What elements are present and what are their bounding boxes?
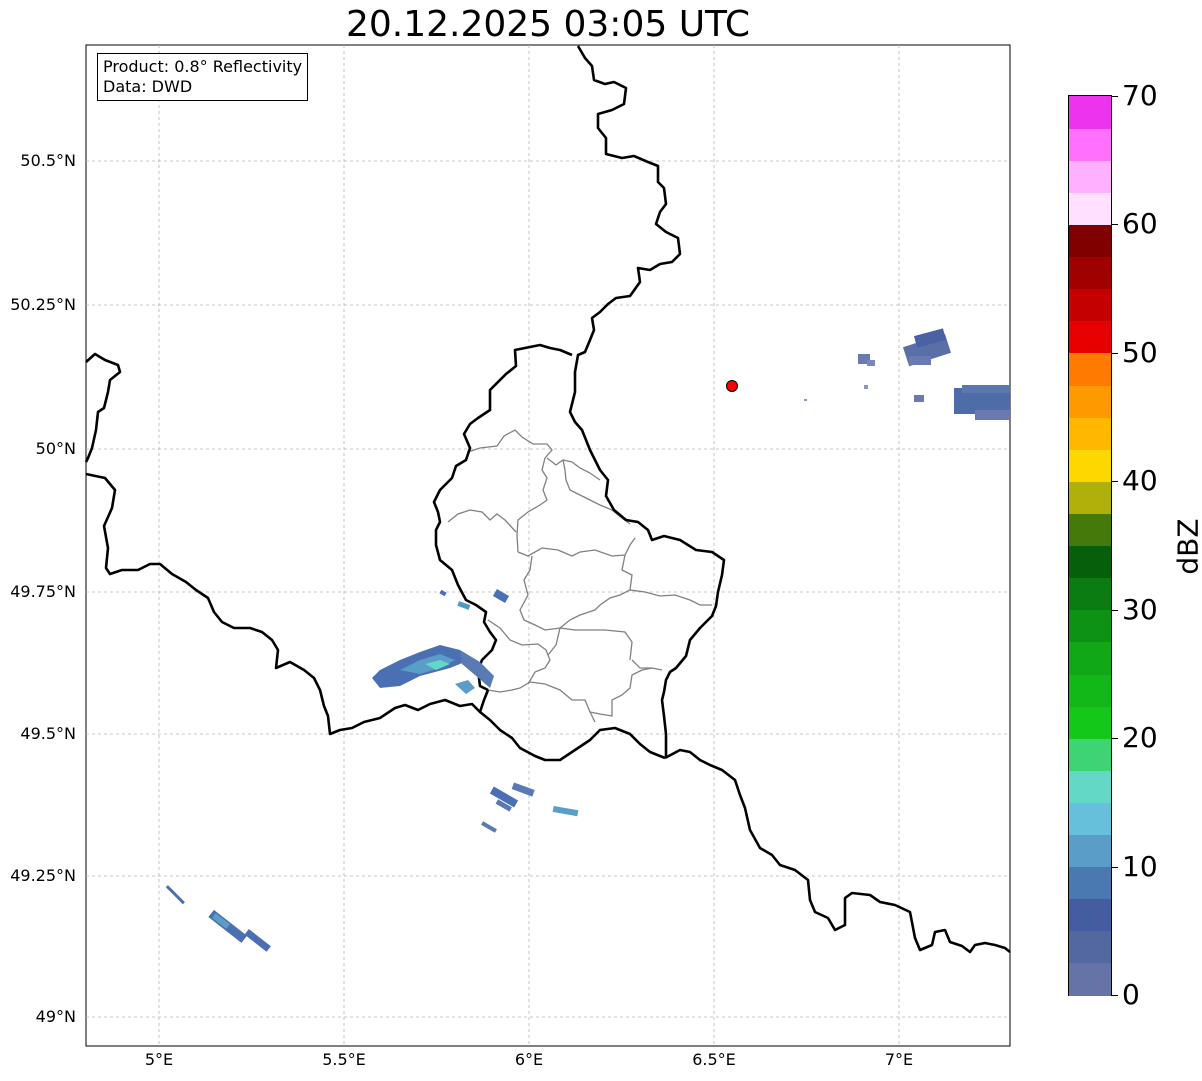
colorbar-segment bbox=[1069, 673, 1111, 707]
border-luxembourg-belgium-west bbox=[432, 343, 573, 692]
colorbar-segment bbox=[1069, 192, 1111, 226]
colorbar-tick-label: 50 bbox=[1122, 335, 1158, 369]
colorbar-segment bbox=[1069, 866, 1111, 900]
echo-cluster-southwest bbox=[165, 885, 271, 952]
lat-label-49.25: 49.25°N bbox=[10, 866, 76, 885]
colorbar-segment bbox=[1069, 96, 1111, 129]
colorbar-segment bbox=[1069, 770, 1111, 803]
border-luxembourg-france bbox=[478, 689, 666, 762]
info-box: Product: 0.8° Reflectivity Data: DWD bbox=[97, 53, 309, 101]
radar-echoes bbox=[165, 328, 1010, 952]
lon-label-6.5: 6.5°E bbox=[692, 1050, 736, 1069]
lon-label-6: 6°E bbox=[514, 1050, 544, 1069]
echo-cluster-northeast bbox=[804, 328, 1010, 420]
info-data-source: Data: DWD bbox=[103, 77, 193, 96]
colorbar-segment bbox=[1069, 128, 1111, 161]
colorbar-segment bbox=[1069, 738, 1111, 771]
lon-label-5: 5°E bbox=[144, 1050, 174, 1069]
colorbar-segment bbox=[1069, 481, 1111, 514]
border-belgium-france bbox=[85, 472, 481, 736]
lat-label-49.5: 49.5°N bbox=[20, 724, 76, 743]
echo-cluster-luxembourg bbox=[372, 589, 510, 694]
colorbar-segment bbox=[1069, 898, 1111, 932]
colorbar-tick-label: 30 bbox=[1122, 592, 1158, 626]
colorbar-tick-label: 40 bbox=[1122, 464, 1158, 498]
map-title: 20.12.2025 03:05 UTC bbox=[345, 4, 751, 45]
lat-label-49: 49°N bbox=[35, 1007, 76, 1026]
map-frame bbox=[85, 44, 1011, 1047]
lon-label-7: 7°E bbox=[884, 1050, 914, 1069]
colorbar-tick-label: 0 bbox=[1122, 978, 1140, 1011]
colorbar-segment bbox=[1069, 352, 1111, 386]
lat-label-49.75: 49.75°N bbox=[10, 582, 76, 601]
colorbar-unit-label: dBZ bbox=[1171, 518, 1202, 575]
colorbar-segment bbox=[1069, 802, 1111, 836]
colorbar-tick bbox=[1112, 995, 1118, 996]
colorbar-tick bbox=[1112, 352, 1118, 354]
colorbar-tick bbox=[1112, 96, 1118, 97]
info-product: Product: 0.8° Reflectivity bbox=[103, 57, 303, 76]
colorbar-tick bbox=[1112, 866, 1118, 868]
colorbar bbox=[1068, 95, 1112, 996]
colorbar-segment bbox=[1069, 384, 1111, 418]
border-germany-belgium-luxembourg bbox=[568, 45, 726, 758]
national-borders bbox=[84, 45, 1011, 954]
colorbar-segment bbox=[1069, 962, 1111, 996]
colorbar-segment bbox=[1069, 288, 1111, 322]
colorbar-segment bbox=[1069, 706, 1111, 739]
colorbar-segment bbox=[1069, 417, 1111, 450]
colorbar-segment bbox=[1069, 256, 1111, 290]
colorbar-tick bbox=[1112, 224, 1118, 226]
lat-label-50.25: 50.25°N bbox=[10, 295, 76, 314]
colorbar-tick-label: 70 bbox=[1122, 79, 1158, 112]
colorbar-tick-label: 10 bbox=[1122, 849, 1158, 883]
colorbar-segment bbox=[1069, 320, 1111, 354]
lon-label-5.5: 5.5°E bbox=[322, 1050, 366, 1069]
colorbar-segment bbox=[1069, 545, 1111, 579]
lat-label-50: 50°N bbox=[35, 439, 76, 458]
colorbar-segment bbox=[1069, 577, 1111, 611]
colorbar-tick bbox=[1112, 738, 1118, 740]
lat-label-50.5: 50.5°N bbox=[20, 151, 76, 170]
colorbar-tick bbox=[1112, 609, 1118, 611]
border-netherlands-belgium bbox=[84, 352, 122, 463]
border-france-germany bbox=[664, 748, 1011, 954]
colorbar-segment bbox=[1069, 224, 1111, 258]
colorbar-segment bbox=[1069, 609, 1111, 643]
colorbar-tick-label: 20 bbox=[1122, 721, 1158, 755]
radar-site-marker bbox=[726, 380, 738, 392]
colorbar-segment bbox=[1069, 641, 1111, 675]
colorbar-tick-label: 60 bbox=[1122, 207, 1158, 241]
colorbar-segment bbox=[1069, 449, 1111, 482]
echo-cluster-south bbox=[481, 782, 579, 833]
colorbar-segment bbox=[1069, 160, 1111, 193]
gridlines bbox=[86, 45, 1010, 1046]
colorbar-tick bbox=[1112, 481, 1118, 483]
colorbar-segment bbox=[1069, 930, 1111, 964]
colorbar-segment bbox=[1069, 513, 1111, 547]
colorbar-segment bbox=[1069, 834, 1111, 868]
